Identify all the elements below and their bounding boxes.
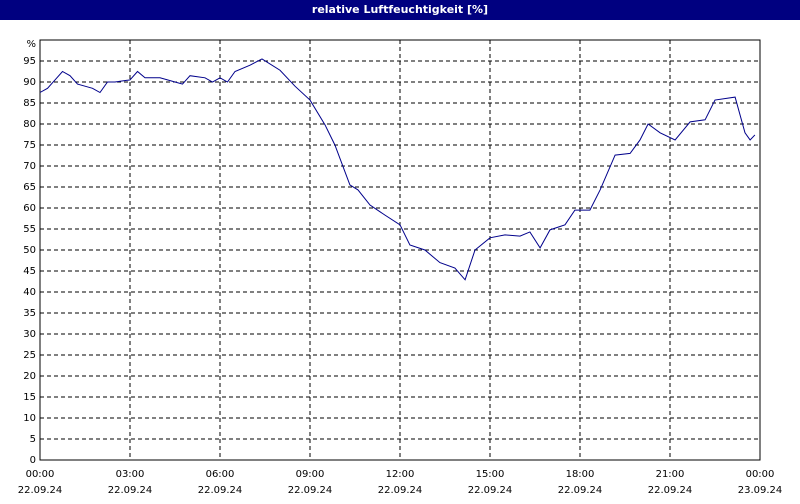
x-tick-label: 00:00: [746, 469, 775, 480]
y-tick-label: 0: [30, 455, 36, 466]
y-tick-label: 15: [23, 392, 36, 403]
x-tick-date: 22.09.24: [198, 485, 243, 496]
y-tick-label: 40: [23, 287, 36, 298]
x-tick-label: 09:00: [296, 469, 325, 480]
y-tick-label: 70: [23, 161, 36, 172]
y-tick-label: 10: [23, 413, 36, 424]
y-tick-label: 55: [23, 224, 36, 235]
y-tick-label: 80: [23, 119, 36, 130]
x-tick-date: 22.09.24: [378, 485, 423, 496]
x-tick-label: 18:00: [566, 469, 595, 480]
x-tick-date: 22.09.24: [288, 485, 333, 496]
y-tick-label: 45: [23, 266, 36, 277]
y-tick-label: 5: [30, 434, 36, 445]
x-tick-date: 23.09.24: [738, 485, 783, 496]
y-tick-label: 30: [23, 329, 36, 340]
y-tick-label: 35: [23, 308, 36, 319]
x-tick-label: 21:00: [656, 469, 685, 480]
y-tick-label: 95: [23, 56, 36, 67]
x-tick-label: 03:00: [116, 469, 145, 480]
y-tick-label: 20: [23, 371, 36, 382]
y-tick-label: 85: [23, 98, 36, 109]
y-tick-label: 75: [23, 140, 36, 151]
y-tick-label: 25: [23, 350, 36, 361]
x-tick-date: 22.09.24: [18, 485, 63, 496]
x-tick-label: 00:00: [26, 469, 55, 480]
data-line: [39, 58, 756, 281]
y-tick-label: 60: [23, 203, 36, 214]
y-tick-label: 50: [23, 245, 36, 256]
x-tick-label: 15:00: [476, 469, 505, 480]
y-tick-label: 90: [23, 77, 36, 88]
x-tick-date: 22.09.24: [558, 485, 603, 496]
x-tick-label: 12:00: [386, 469, 415, 480]
y-axis-label: %: [26, 39, 36, 50]
x-tick-date: 22.09.24: [648, 485, 693, 496]
chart-title: relative Luftfeuchtigkeit [%]: [312, 3, 488, 16]
x-tick-date: 22.09.24: [468, 485, 513, 496]
x-tick-date: 22.09.24: [108, 485, 153, 496]
title-bar: [0, 0, 800, 20]
y-tick-label: 65: [23, 182, 36, 193]
x-tick-label: 06:00: [206, 469, 235, 480]
